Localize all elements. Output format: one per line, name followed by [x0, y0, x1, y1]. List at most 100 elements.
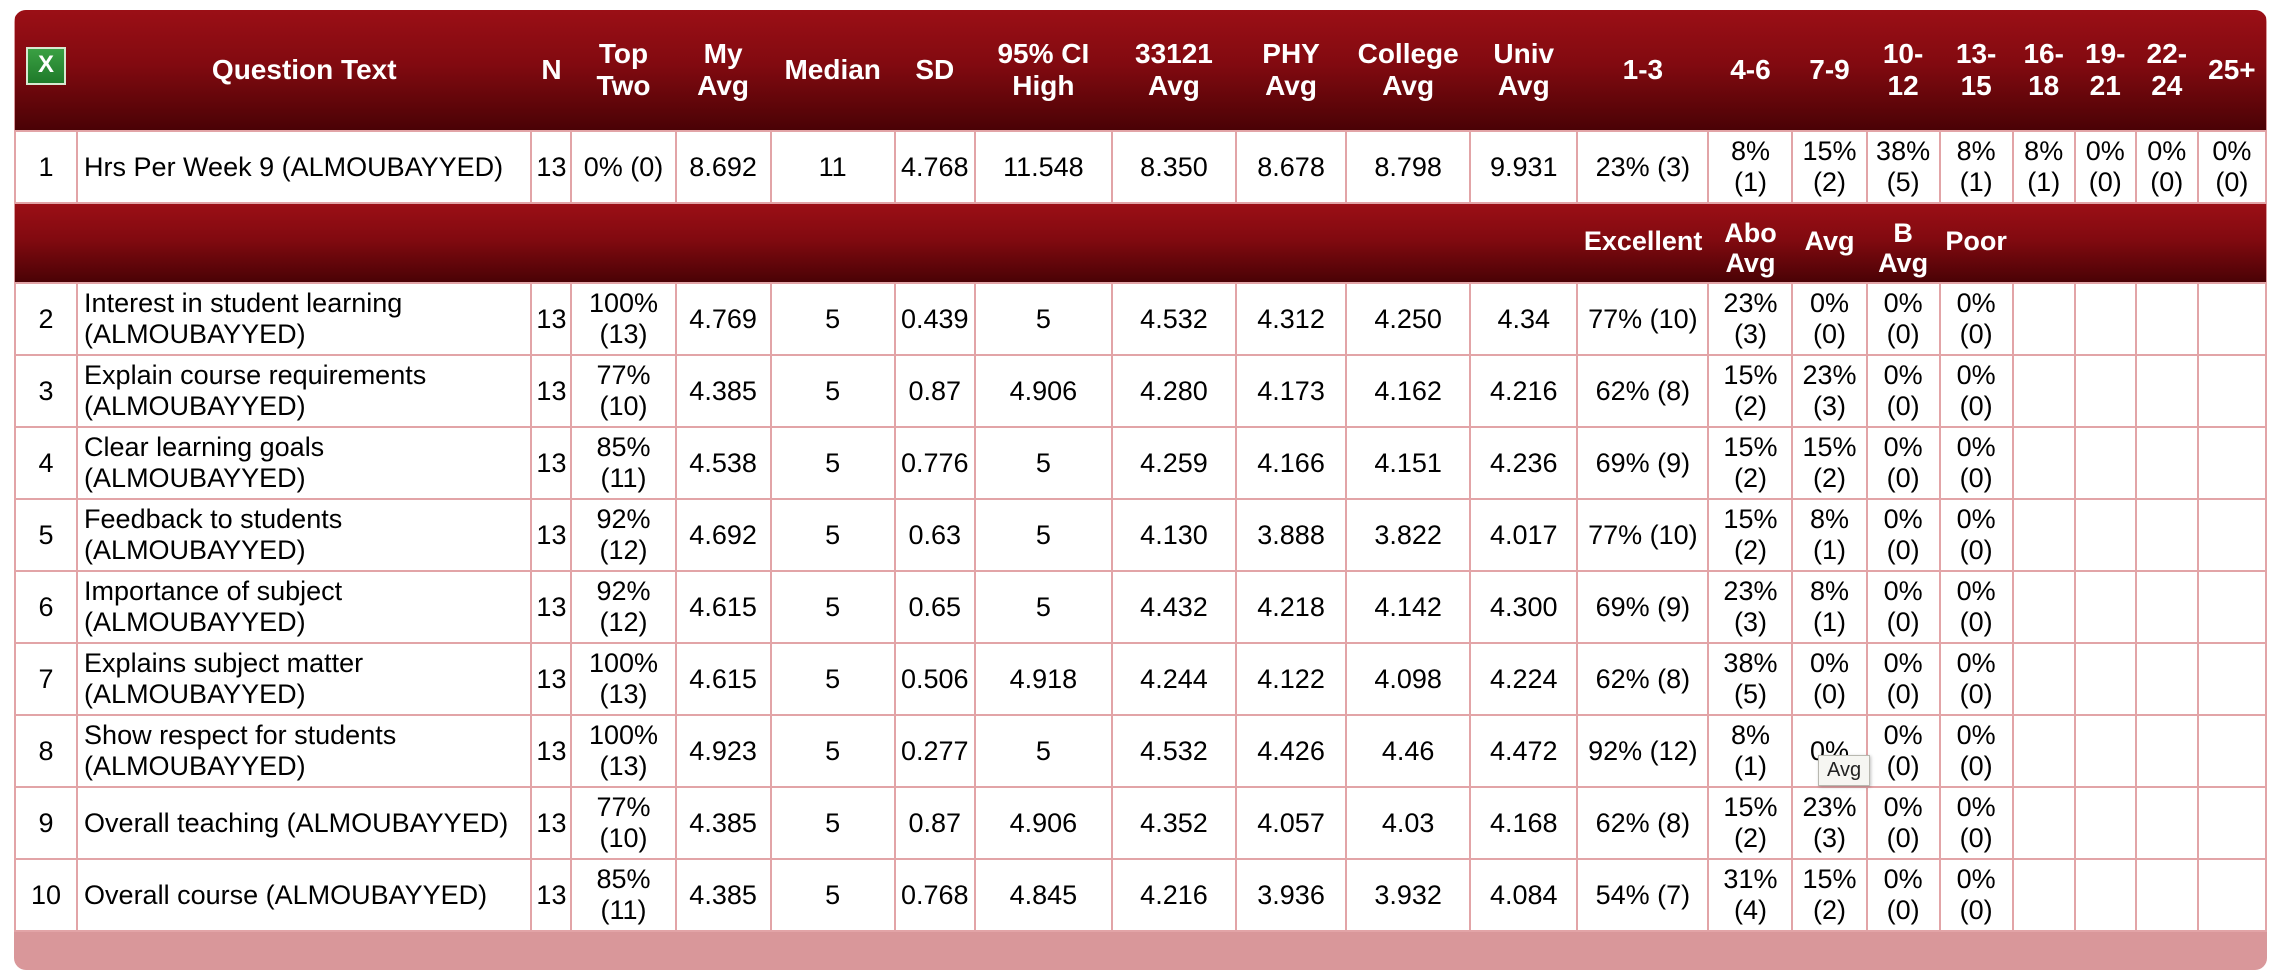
excel-icon[interactable]: X — [26, 47, 67, 85]
line-1: 0% — [1956, 720, 1996, 750]
line-2: (1) — [1813, 535, 1847, 565]
cell-sd: 0.439 — [893, 282, 976, 356]
line-2: (10) — [599, 823, 648, 853]
empty-cell — [2011, 282, 2076, 356]
col-poor[interactable]: Poor — [1939, 203, 2013, 283]
rating-header-spacer — [15, 203, 1578, 283]
line-2: (0) — [1886, 535, 1920, 565]
col-ci-high[interactable]: 95% CI High — [974, 10, 1112, 131]
cell-phy-avg: 3.936 — [1235, 858, 1348, 932]
line-2: (0) — [1959, 319, 1993, 349]
empty-cell — [2073, 498, 2137, 572]
line-1: 0% — [1883, 504, 1923, 534]
cell-below-avg: 0% (0) — [1865, 498, 1941, 572]
cell-top-two: 77% (10) — [570, 786, 677, 860]
empty-cell — [2073, 642, 2137, 716]
col-bucket-16-18[interactable]: 16- 18 — [2012, 10, 2075, 131]
line-1: 92% — [596, 504, 651, 534]
col-bucket-13-15[interactable]: 13- 15 — [1939, 10, 2013, 131]
cell-poor: 0% (0) — [1938, 498, 2014, 572]
line-2: (0) — [1886, 895, 1920, 925]
col-b8-line1: 22- — [2146, 38, 2188, 69]
col-phy-avg[interactable]: PHY Avg — [1236, 10, 1347, 131]
col-above-avg-line2: Avg — [1725, 248, 1776, 278]
cell-my-avg: 4.692 — [674, 498, 772, 572]
col-my-avg[interactable]: My Avg — [675, 10, 771, 131]
empty-cell — [2134, 786, 2199, 860]
line-2: (0) — [1959, 391, 1993, 421]
line-1: 15% — [1723, 504, 1778, 534]
col-bucket-4-6[interactable]: 4-6 — [1708, 10, 1793, 131]
question-text: Clear learning goals (ALMOUBAYYED) — [76, 426, 533, 500]
col-median[interactable]: Median — [770, 10, 895, 131]
excel-export-cell[interactable]: X — [15, 10, 78, 131]
question-text: Feedback to students (ALMOUBAYYED) — [76, 498, 533, 572]
pct: 8% — [1730, 136, 1770, 166]
col-bucket-1-3[interactable]: 1-3 — [1577, 10, 1709, 131]
cell-n: 13 — [530, 498, 573, 572]
col-avg[interactable]: Avg — [1792, 203, 1867, 283]
cell-n: 13 — [530, 858, 573, 932]
cell-bucket-10-12: 38% (5) — [1865, 130, 1941, 204]
count: (2) — [1813, 167, 1847, 197]
cell-univ-avg: 9.931 — [1469, 130, 1579, 204]
col-bucket-25-plus[interactable]: 25+ — [2197, 10, 2266, 131]
cell-my-avg: 4.538 — [674, 426, 772, 500]
cell-top-two: 85% (11) — [570, 426, 677, 500]
cell-college-avg: 4.142 — [1345, 570, 1472, 644]
line-2: (0) — [1959, 463, 1993, 493]
col-question-text[interactable]: Question Text — [77, 10, 532, 131]
line-1: 15% — [1723, 360, 1778, 390]
pct: 8% — [1956, 136, 1996, 166]
col-bucket-10-12[interactable]: 10- 12 — [1866, 10, 1940, 131]
col-n[interactable]: N — [531, 10, 572, 131]
col-sd[interactable]: SD — [894, 10, 975, 131]
row-index: 3 — [14, 354, 79, 428]
line-1: 23% — [1802, 792, 1857, 822]
pct: 0% — [2212, 136, 2252, 166]
col-top-two[interactable]: Top Two — [571, 10, 676, 131]
col-bucket-22-24[interactable]: 22- 24 — [2135, 10, 2198, 131]
col-college-avg[interactable]: College Avg — [1346, 10, 1471, 131]
line-2: (0) — [1886, 319, 1920, 349]
col-top-two-line1: Top — [598, 38, 649, 69]
col-bucket-7-9[interactable]: 7-9 — [1792, 10, 1867, 131]
col-course-avg[interactable]: 33121 Avg — [1111, 10, 1237, 131]
line-2: (2) — [1733, 463, 1767, 493]
line-2: (2) — [1813, 463, 1847, 493]
line-2: (0) — [1886, 607, 1920, 637]
cell-phy-avg: 4.312 — [1235, 282, 1348, 356]
cell-bucket-7-9: 15% (2) — [1791, 130, 1868, 204]
line-2: (ALMOUBAYYED) — [84, 607, 306, 637]
col-univ-avg-line1: Univ — [1493, 38, 1555, 69]
line-1: 0% — [1810, 288, 1850, 318]
table-row: 9 Overall teaching (ALMOUBAYYED) 13 77% (10)… — [14, 786, 2267, 860]
col-excellent[interactable]: Excellent — [1577, 203, 1709, 283]
line-1: 0% — [1956, 504, 1996, 534]
col-above-avg[interactable]: Abo Avg — [1708, 203, 1793, 283]
table-row: 8 Show respect for students (ALMOUBAYYED) 1… — [14, 714, 2267, 788]
cell-above-avg: 15% (2) — [1707, 498, 1794, 572]
cell-avg: 23% (3) — [1791, 354, 1868, 428]
col-below-avg[interactable]: B Avg — [1866, 203, 1940, 283]
cell-college-avg: 8.798 — [1345, 130, 1472, 204]
line-1: 0% — [1956, 576, 1996, 606]
line-2: (0) — [1886, 391, 1920, 421]
col-univ-avg[interactable]: Univ Avg — [1470, 10, 1578, 131]
cell-below-avg: 0% (0) — [1865, 282, 1941, 356]
line-2: (13) — [599, 319, 648, 349]
line-2: (3) — [1813, 391, 1847, 421]
line-1: 0% — [1883, 432, 1923, 462]
cell-ci-high: 5 — [973, 714, 1113, 788]
line-2: (2) — [1733, 535, 1767, 565]
cell-my-avg: 4.923 — [674, 714, 772, 788]
line-2: (0) — [1813, 679, 1847, 709]
col-bucket-19-21[interactable]: 19- 21 — [2074, 10, 2136, 131]
line-1: Importance of subject — [84, 576, 343, 606]
cell-poor: 0% (0) — [1938, 786, 2014, 860]
empty-cell — [2073, 714, 2137, 788]
empty-cell — [2073, 786, 2137, 860]
col-b6-line1: 16- — [2023, 38, 2064, 69]
col-below-avg-line2: Avg — [1878, 248, 1929, 278]
empty-cell — [2134, 426, 2199, 500]
